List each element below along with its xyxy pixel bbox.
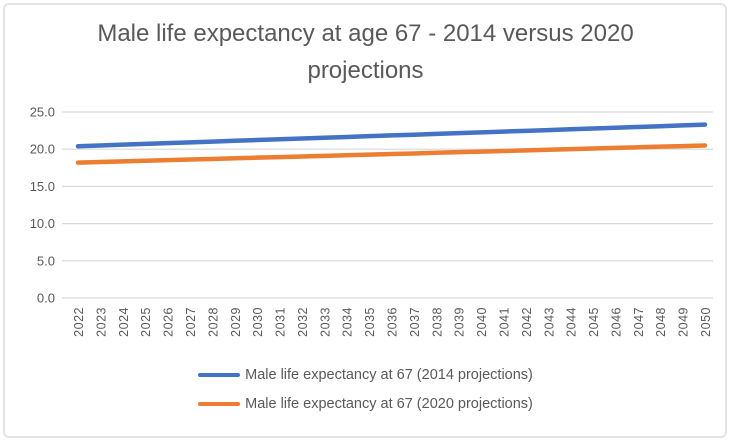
x-axis-label: 2034 bbox=[341, 307, 355, 337]
y-axis-label: 5.0 bbox=[37, 253, 55, 268]
legend-label: Male life expectancy at 67 (2014 project… bbox=[245, 367, 533, 383]
x-axis-label: 2025 bbox=[139, 307, 153, 337]
y-axis-label: 25.0 bbox=[30, 105, 55, 120]
y-axis-label: 20.0 bbox=[30, 142, 55, 157]
x-axis-label: 2048 bbox=[654, 307, 668, 337]
x-axis-label: 2045 bbox=[587, 307, 601, 337]
series-line-2014 bbox=[75, 122, 708, 149]
x-axis-label: 2024 bbox=[117, 307, 131, 337]
x-axis-label: 2035 bbox=[363, 307, 377, 337]
x-axis-label: 2026 bbox=[162, 307, 176, 337]
legend-line-sample bbox=[198, 401, 241, 407]
x-axis-label: 2043 bbox=[542, 307, 556, 337]
x-axis-label: 2046 bbox=[609, 307, 623, 337]
x-axis-label: 2050 bbox=[699, 307, 713, 337]
chart-frame bbox=[3, 3, 727, 438]
y-axis-label: 10.0 bbox=[30, 216, 55, 231]
legend-item-2014: Male life expectancy at 67 (2014 project… bbox=[198, 367, 533, 383]
y-axis-label: 15.0 bbox=[30, 179, 55, 194]
x-axis-label: 2022 bbox=[72, 307, 86, 337]
x-axis-label: 2023 bbox=[94, 307, 108, 337]
chart-title: Male life expectancy at age 67 - 2014 ve… bbox=[40, 15, 691, 89]
x-axis-label: 2031 bbox=[274, 307, 288, 337]
x-axis-label: 2037 bbox=[408, 307, 422, 337]
x-axis-label: 2040 bbox=[475, 307, 489, 337]
x-axis-label: 2033 bbox=[318, 307, 332, 337]
x-axis-label: 2044 bbox=[565, 307, 579, 337]
x-axis-label: 2027 bbox=[184, 307, 198, 337]
x-axis-label: 2032 bbox=[296, 307, 310, 337]
x-axis-label: 2039 bbox=[453, 307, 467, 337]
x-axis-label: 2030 bbox=[251, 307, 265, 337]
x-axis-label: 2028 bbox=[206, 307, 220, 337]
chart-title-line2: projections bbox=[307, 57, 424, 84]
legend-label: Male life expectancy at 67 (2020 project… bbox=[245, 396, 533, 412]
series-line-2020 bbox=[75, 143, 708, 165]
x-axis-label: 2049 bbox=[677, 307, 691, 337]
x-axis-label: 2038 bbox=[430, 307, 444, 337]
legend: Male life expectancy at 67 (2014 project… bbox=[0, 367, 731, 412]
x-axis-label: 2029 bbox=[229, 307, 243, 337]
x-axis-label: 2036 bbox=[386, 307, 400, 337]
x-axis-label: 2047 bbox=[632, 307, 646, 337]
x-axis-label: 2042 bbox=[520, 307, 534, 337]
x-axis-label: 2041 bbox=[497, 307, 511, 337]
chart-title-line1: Male life expectancy at age 67 - 2014 ve… bbox=[97, 20, 634, 47]
legend-item-2020: Male life expectancy at 67 (2020 project… bbox=[198, 396, 533, 412]
y-axis-label: 0.0 bbox=[37, 291, 55, 306]
legend-line-sample bbox=[198, 372, 241, 378]
